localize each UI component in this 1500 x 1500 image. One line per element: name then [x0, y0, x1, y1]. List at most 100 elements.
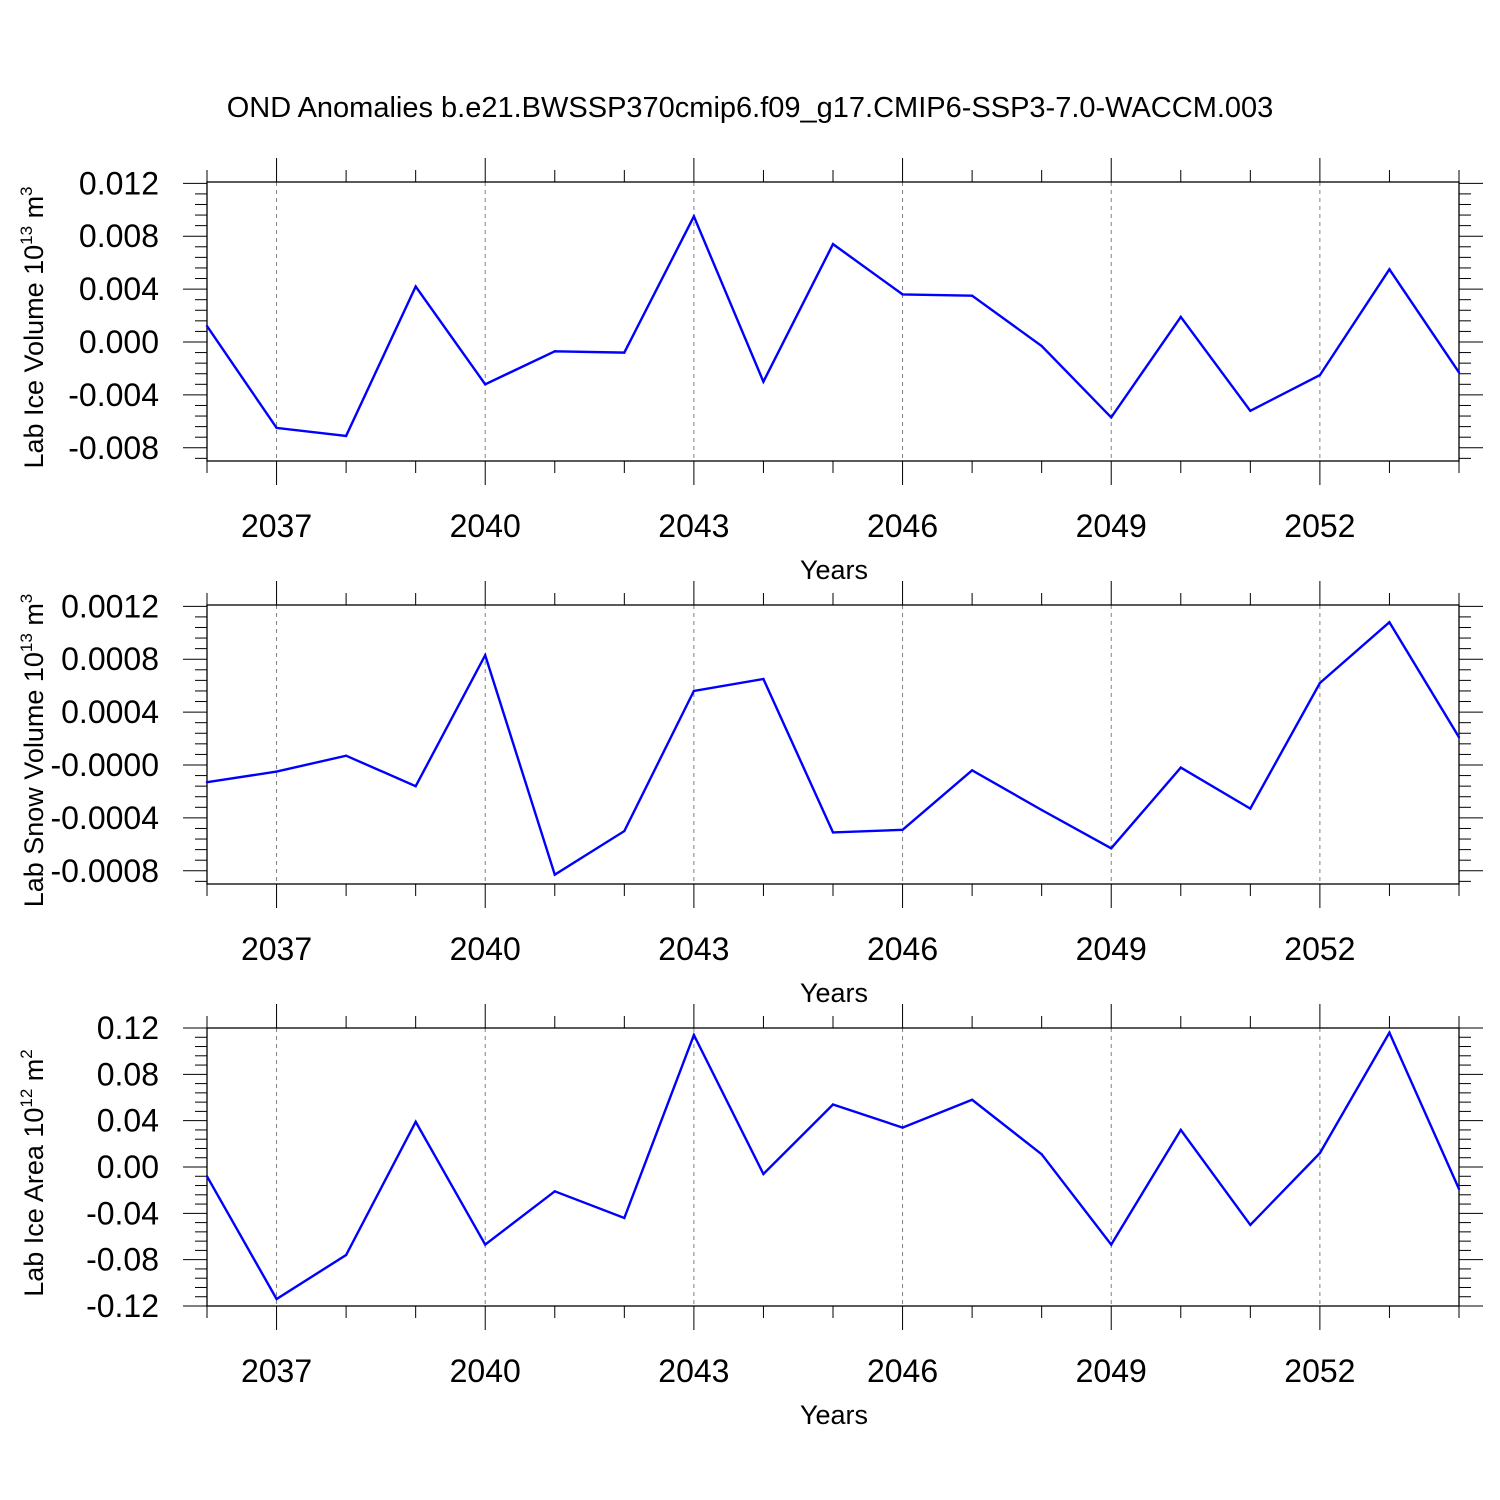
- data-point: [205, 324, 209, 328]
- data-point: [1249, 1223, 1252, 1227]
- data-point: [414, 784, 417, 788]
- data-point: [623, 829, 626, 833]
- x-tick-label: 2052: [1284, 931, 1355, 967]
- plot-frame: [206, 604, 1460, 885]
- data-point: [970, 294, 974, 297]
- y-tick-label: -0.04: [86, 1195, 159, 1231]
- data-point: [1179, 1128, 1182, 1132]
- y-axis-label-part: 2: [17, 1049, 36, 1058]
- data-point: [970, 1098, 974, 1102]
- data-point: [692, 1033, 696, 1037]
- data-point: [1179, 315, 1182, 319]
- y-tick-label: 0.000: [79, 324, 159, 360]
- y-tick-label: -0.08: [86, 1242, 159, 1278]
- x-tick-label: 2052: [1284, 1353, 1355, 1389]
- y-tick-label: 0.0008: [61, 641, 159, 677]
- data-point: [762, 1172, 765, 1176]
- chart-panel-3: -0.12 -0.08 -0.04 0.00 0.04 0.08 0.12 2037 2040 2…: [17, 1004, 1483, 1430]
- data-point: [1457, 736, 1461, 739]
- data-point: [1388, 268, 1391, 271]
- data-point: [1249, 807, 1252, 810]
- x-axis-label: Years: [800, 978, 868, 1008]
- data-point: [831, 1103, 835, 1106]
- y-tick-label: 0.04: [97, 1103, 159, 1139]
- plot-frame: [206, 181, 1460, 462]
- x-tick-label: 2037: [241, 931, 312, 967]
- y-tick-label: 0.0012: [61, 588, 159, 624]
- data-point: [414, 1120, 417, 1124]
- y-axis-label-part: 13: [17, 633, 36, 652]
- figure-title: OND Anomalies b.e21.BWSSP370cmip6.f09_g1…: [226, 92, 1274, 124]
- y-tick-label: -0.0004: [50, 800, 159, 836]
- data-point: [1457, 1187, 1461, 1191]
- y-axis-label-part: 3: [17, 594, 36, 603]
- data-point: [901, 293, 904, 296]
- y-axis-label-part: Lab Snow Volume 10: [19, 652, 49, 907]
- data-point: [553, 350, 556, 353]
- y-axis-label-part: 13: [17, 226, 36, 245]
- x-tick-label: 2040: [450, 508, 521, 544]
- data-point: [762, 380, 765, 383]
- y-tick-label: -0.004: [68, 377, 159, 413]
- y-tick-label: -0.0008: [50, 853, 159, 889]
- x-tick-label: 2046: [867, 1353, 938, 1389]
- x-tick-label: 2046: [867, 931, 938, 967]
- data-point: [484, 654, 487, 657]
- x-axis-label: Years: [800, 555, 868, 585]
- y-axis-label: Lab Ice Area 1012 m2: [17, 1049, 49, 1297]
- y-axis-label-part: m: [19, 196, 49, 226]
- data-point: [1040, 1153, 1043, 1156]
- y-tick-label: 0.008: [79, 218, 159, 254]
- y-axis-label-part: Lab Ice Volume 10: [19, 245, 49, 469]
- data-point: [344, 1253, 348, 1257]
- data-point: [553, 1190, 556, 1193]
- data-point: [831, 831, 835, 834]
- data-point: [1318, 1151, 1322, 1155]
- data-point: [344, 754, 348, 757]
- data-point: [692, 689, 696, 693]
- x-axis-label: Years: [800, 1400, 868, 1430]
- data-point: [1040, 344, 1043, 348]
- y-tick-label: 0.08: [97, 1056, 159, 1092]
- data-point: [275, 426, 278, 430]
- y-tick-label: 0.12: [97, 1010, 159, 1046]
- y-tick-label: 0.012: [79, 165, 159, 201]
- y-tick-label: -0.12: [86, 1288, 159, 1324]
- data-point: [1249, 409, 1252, 412]
- data-point: [901, 1126, 904, 1129]
- plot-frame: [206, 1027, 1460, 1307]
- y-axis-label-part: Lab Ice Area 10: [19, 1108, 49, 1297]
- series-line: [206, 213, 1460, 438]
- data-point: [1110, 1243, 1113, 1246]
- data-point: [553, 873, 556, 876]
- data-point: [484, 383, 487, 386]
- y-axis-label-part: 12: [17, 1089, 36, 1108]
- chart-panel-2: -0.0008 -0.0004 -0.0000 0.0004 0.0008 0.0012 2…: [17, 581, 1483, 1008]
- y-tick-label: -0.0000: [50, 747, 159, 783]
- data-point: [1179, 766, 1182, 769]
- data-point: [344, 434, 348, 438]
- y-axis-label-part: 3: [17, 186, 36, 195]
- x-tick-label: 2052: [1284, 508, 1355, 544]
- y-axis-label-part: m: [19, 1059, 49, 1089]
- data-point: [275, 770, 278, 773]
- x-tick-label: 2049: [1076, 931, 1147, 967]
- series-line: [206, 620, 1461, 877]
- data-point: [1318, 373, 1322, 377]
- x-tick-label: 2046: [867, 508, 938, 544]
- data-point: [762, 677, 765, 681]
- data-point: [484, 1243, 487, 1246]
- x-tick-label: 2049: [1076, 1353, 1147, 1389]
- data-point: [623, 351, 626, 354]
- x-tick-label: 2043: [658, 1353, 729, 1389]
- x-tick-label: 2037: [241, 1353, 312, 1389]
- data-point: [1110, 847, 1113, 850]
- data-point: [1318, 681, 1322, 685]
- y-axis-label: Lab Snow Volume 1013 m3: [17, 594, 49, 908]
- data-point: [692, 215, 696, 218]
- data-point: [970, 769, 974, 772]
- x-tick-label: 2043: [658, 931, 729, 967]
- data-point: [205, 1175, 209, 1178]
- chart-panel-1: -0.008 -0.004 0.000 0.004 0.008 0.012 2037 2040…: [17, 158, 1483, 585]
